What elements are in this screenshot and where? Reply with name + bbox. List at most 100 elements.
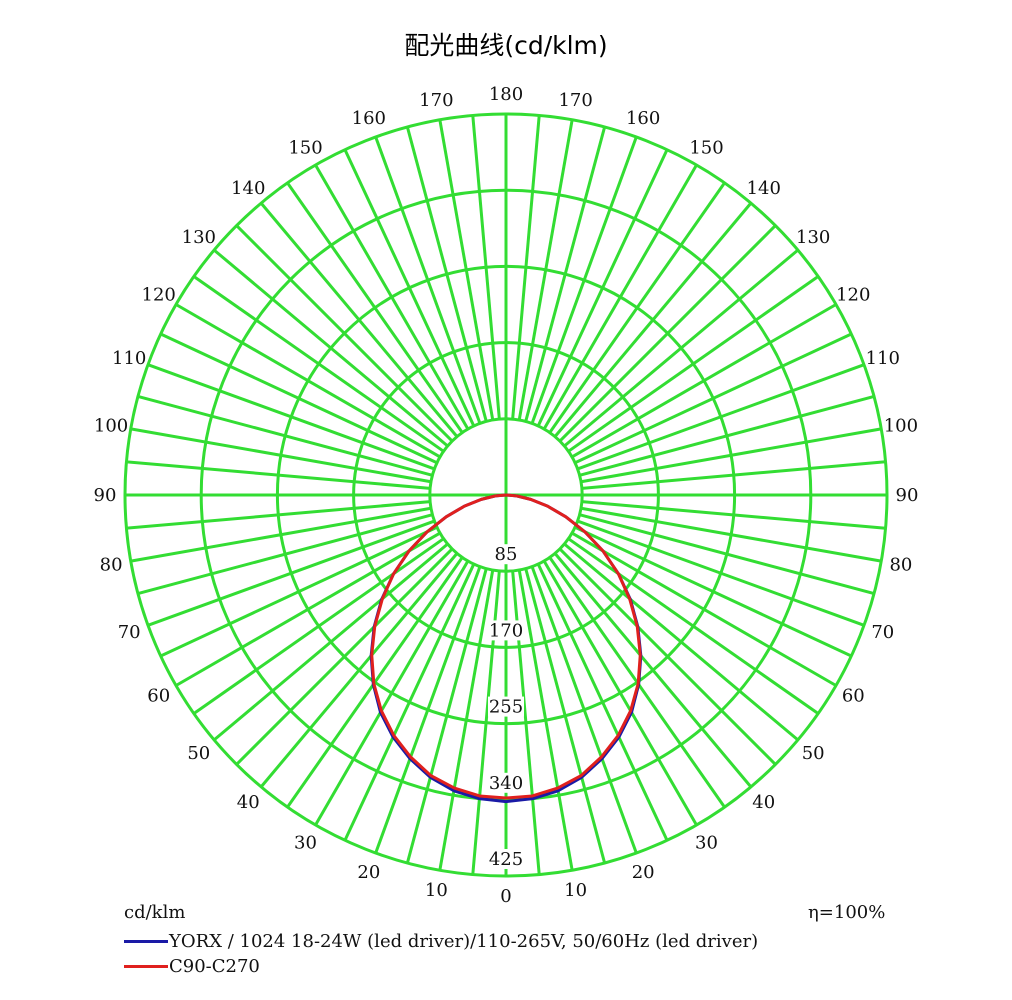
grid-spoke-40-left	[259, 552, 459, 788]
grid-spoke-165-left	[405, 126, 488, 422]
grid-spoke-120-left	[175, 303, 441, 459]
grid-spoke-80-left	[130, 506, 432, 563]
angle-label-160-left: 160	[352, 108, 386, 129]
angle-label-110-left: 110	[112, 348, 146, 369]
grid-spoke-135-right	[558, 224, 777, 443]
angle-label-150-left: 150	[288, 138, 322, 159]
grid-spoke-100-right	[580, 427, 882, 484]
grid-spoke-25-left	[343, 563, 476, 841]
grid-spoke-140-right	[553, 202, 753, 438]
legend-item-1: YORX / 1024 18-24W (led driver)/110-265V…	[124, 929, 758, 954]
angle-label-40-left: 40	[237, 792, 260, 813]
grid-spoke-145-left	[286, 182, 464, 434]
grid-spoke-175-left	[471, 115, 501, 420]
angle-label-90-right: 90	[896, 485, 919, 506]
grid-spoke-15-right	[524, 568, 607, 864]
grid-spoke-170-left	[438, 119, 495, 421]
angle-label-150-right: 150	[689, 138, 723, 159]
grid-spoke-155-left	[343, 149, 476, 427]
grid-spoke-25-right	[536, 563, 669, 841]
grid-spoke-45-left	[235, 547, 454, 766]
grid-spoke-155-right	[536, 149, 669, 427]
efficiency-label: η=100%	[808, 902, 886, 923]
grid-spoke-110-left	[147, 363, 435, 471]
grid-spoke-40-right	[553, 552, 753, 788]
grid-spoke-105-left	[137, 394, 433, 477]
angle-label-120-left: 120	[142, 285, 176, 306]
grid-spoke-70-right	[577, 519, 865, 627]
grid-spoke-50-right	[563, 542, 799, 742]
grid-spoke-30-right	[542, 560, 698, 826]
grid-spoke-145-right	[548, 182, 726, 434]
grid-spoke-60-left	[175, 531, 441, 687]
grid-spoke-20-left	[374, 566, 482, 854]
legend-swatch-2	[124, 965, 168, 968]
angle-label-70-left: 70	[118, 622, 141, 643]
grid-spoke-20-right	[530, 566, 638, 854]
angle-label-100-left: 100	[94, 415, 128, 436]
grid-spoke-150-left	[314, 164, 470, 430]
grid-spoke-80-right	[580, 506, 882, 563]
radial-label-425: 425	[489, 849, 523, 870]
radial-label-255: 255	[489, 697, 523, 718]
radial-label-85: 85	[495, 544, 518, 565]
angle-label-80-left: 80	[100, 555, 123, 576]
legend-item-2: C90-C270	[124, 954, 758, 979]
legend: YORX / 1024 18-24W (led driver)/110-265V…	[124, 929, 758, 979]
radial-label-bg-340	[488, 772, 524, 793]
grid-spoke-65-right	[574, 525, 852, 658]
angle-label-120-right: 120	[836, 285, 870, 306]
grid-spoke-140-left	[259, 202, 459, 438]
grid-spoke-160-right	[530, 136, 638, 424]
grid-spoke-10-right	[517, 569, 574, 871]
grid-spoke-150-right	[542, 164, 698, 430]
grid-spoke-70-left	[147, 519, 435, 627]
grid-spoke-160-left	[374, 136, 482, 424]
chart-title: 配光曲线(cd/klm)	[404, 31, 608, 60]
angle-label-20-right: 20	[632, 862, 655, 883]
grid-spoke-105-right	[579, 394, 875, 477]
grid-spoke-165-right	[524, 126, 607, 422]
unit-label: cd/klm	[124, 902, 186, 923]
radial-label-bg-170	[488, 620, 524, 641]
series-curve-2	[370, 493, 642, 800]
grid-spoke-55-left	[193, 537, 445, 715]
grid-spoke-115-left	[160, 332, 438, 465]
radial-label-bg-85	[488, 544, 524, 565]
angle-label-30-left: 30	[294, 832, 317, 853]
grid-spoke-75-right	[579, 513, 875, 596]
angle-label-170-left: 170	[419, 90, 453, 111]
angle-label-60-right: 60	[842, 686, 865, 707]
grid-spoke-85-left	[126, 500, 431, 530]
grid-spoke-95-left	[126, 460, 431, 490]
angle-label-40-right: 40	[752, 792, 775, 813]
legend-label-2: C90-C270	[169, 956, 260, 977]
grid-spoke-65-left	[160, 525, 438, 658]
radial-label-340: 340	[489, 773, 523, 794]
angle-label-50-left: 50	[187, 743, 210, 764]
angle-label-100-right: 100	[884, 415, 918, 436]
angle-label-170-right: 170	[558, 90, 592, 111]
grid-spoke-100-left	[130, 427, 432, 484]
legend-swatch-1	[124, 940, 168, 943]
radial-label-bg-255	[488, 696, 524, 717]
angle-label-10-right: 10	[564, 880, 587, 901]
grid-spoke-95-right	[581, 460, 886, 490]
angle-label-70-right: 70	[871, 622, 894, 643]
angle-label-20-left: 20	[357, 862, 380, 883]
legend-label-1: YORX / 1024 18-24W (led driver)/110-265V…	[169, 931, 759, 952]
grid-spoke-55-right	[567, 537, 819, 715]
angle-label-60-left: 60	[147, 686, 170, 707]
grid-spoke-120-right	[571, 303, 837, 459]
angle-label-90-left: 90	[94, 485, 117, 506]
angle-label-180-right: 180	[489, 84, 523, 105]
grid-spoke-10-left	[438, 569, 495, 871]
grid-spoke-130-right	[563, 248, 799, 448]
grid-spoke-130-left	[213, 248, 449, 448]
angle-label-50-right: 50	[802, 743, 825, 764]
radial-label-170: 170	[489, 620, 523, 641]
angle-label-110-right: 110	[866, 348, 900, 369]
angle-label-80-right: 80	[889, 555, 912, 576]
grid-spoke-15-left	[405, 568, 488, 864]
